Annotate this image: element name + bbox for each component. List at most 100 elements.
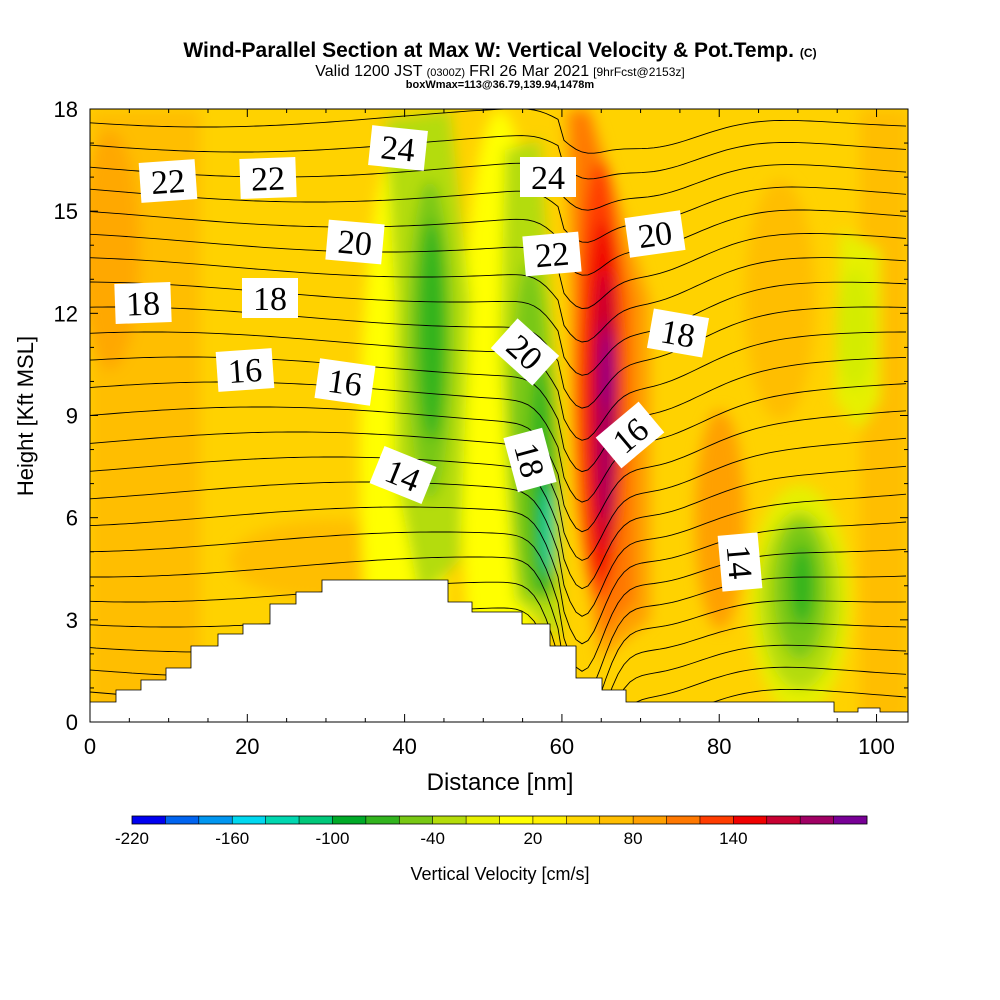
x-tick-label: 40 [392,734,416,759]
colorbar-swatch [766,816,801,824]
title-mark: (C) [800,46,817,60]
theta-contour [90,556,907,700]
contour-label-box [242,278,298,318]
contour-label: 22 [522,231,582,277]
x-axis-label: Distance [nm] [427,769,574,796]
terrain [90,579,908,722]
y-tick-label: 9 [66,404,78,429]
theta-contour [90,186,907,243]
theta-contour [90,481,907,617]
colorbar-swatch [365,816,400,824]
y-tick-label: 15 [54,199,78,224]
theta-contour [90,431,907,561]
theta-contour [90,306,907,409]
colorbar-swatch [232,816,266,824]
y-axis: 0 3 6 9 12 15 18 [54,97,908,735]
contour-label-text: 20 [636,215,675,256]
colorbar-swatch [532,816,567,824]
colorbar-swatch [165,816,200,824]
colorbar-swatch [633,816,667,824]
colorbar-swatch [299,816,333,824]
contour-label: 18 [114,282,172,324]
colorbar-swatch [198,816,233,824]
colorbar-swatch [399,816,433,824]
x-tick-label: 80 [707,734,731,759]
contour-label-text: 16 [325,363,364,404]
contour-label: 20 [624,210,686,258]
colorbar-tick-label: 20 [523,829,542,848]
contour-label-box [520,157,576,197]
contour-label: 18 [503,427,557,493]
contour-label-box [369,445,437,505]
theta-contour [90,257,907,343]
contour-label-text: 14 [719,544,759,581]
contour-label-text: 18 [658,313,698,355]
contour-label: 16 [215,348,275,392]
chart-title: Wind-Parallel Section at Max W: Vertical… [183,39,816,62]
contour-label: 16 [314,358,376,406]
contour-label-text: 22 [250,160,285,198]
colorbar-swatch [466,816,500,824]
theta-contour [90,581,907,722]
colorbar-swatch [699,816,734,824]
contour-label-text: 22 [150,163,186,202]
contour-label: 24 [520,157,576,197]
contour-label: 20 [325,219,385,265]
contour-label: 18 [242,278,298,318]
contour-label-box [595,401,665,469]
contour-label-box [368,125,428,171]
theta-contour [90,209,907,276]
contour-label-text: 18 [125,285,160,323]
colorbar-swatch [332,816,367,824]
colorbar-tick-label: -160 [215,829,249,848]
contour-label-text: 24 [531,160,565,197]
colorbar-swatch [566,816,601,824]
theta-contour [90,406,907,533]
x-tick-label: 0 [84,734,96,759]
contour-label-box [138,159,198,203]
colorbar-swatch [733,816,768,824]
colorbar: -220 -160 -100 -40 20 80 140 [115,815,868,848]
colorbar-swatch [599,816,634,824]
contour-label-box [325,219,385,265]
contour-label-text: 16 [227,352,263,391]
contour-label-box [239,157,297,199]
colorbar-tick-label: -40 [420,829,445,848]
y-axis-label: Height [Kft MSL] [13,336,38,496]
theta-contour [90,233,907,310]
contour-label-box [314,358,376,406]
contour-label-box [503,427,557,493]
colorbar-swatch [800,816,834,824]
plot-area [90,109,908,722]
contour-label-box [490,318,560,386]
colorbar-swatch [132,816,166,824]
y-tick-label: 6 [66,506,78,531]
theta-contour [90,162,907,211]
y-tick-label: 12 [54,301,78,326]
contour-label: 14 [717,532,763,592]
colorbar-swatch [265,816,300,824]
colorbar-swatch [666,816,701,824]
contour-label-text: 20 [336,224,373,264]
y-tick-label: 18 [54,97,78,122]
contour-label-box [522,231,582,277]
y-tick-label: 0 [66,710,78,735]
contour-label-text: 22 [534,236,571,276]
colorbar-tick-label: -220 [115,829,149,848]
theta-contour [90,281,907,376]
theta-contour [90,456,907,590]
contour-label: 24 [368,125,428,171]
colorbar-label: Vertical Velocity [cm/s] [410,864,589,884]
contour-label-box [215,348,275,392]
theta-contour [90,531,907,672]
contour-label-text: 24 [379,129,417,169]
colorbar-tick-label: -100 [315,829,349,848]
x-tick-label: 60 [550,734,574,759]
box-info: boxWmax=113@36.79,139.94,1478m [406,79,595,91]
theta-contour [90,506,907,645]
contour-label-box [624,210,686,258]
colorbar-swatch [833,816,868,824]
theta-contour [90,135,907,180]
